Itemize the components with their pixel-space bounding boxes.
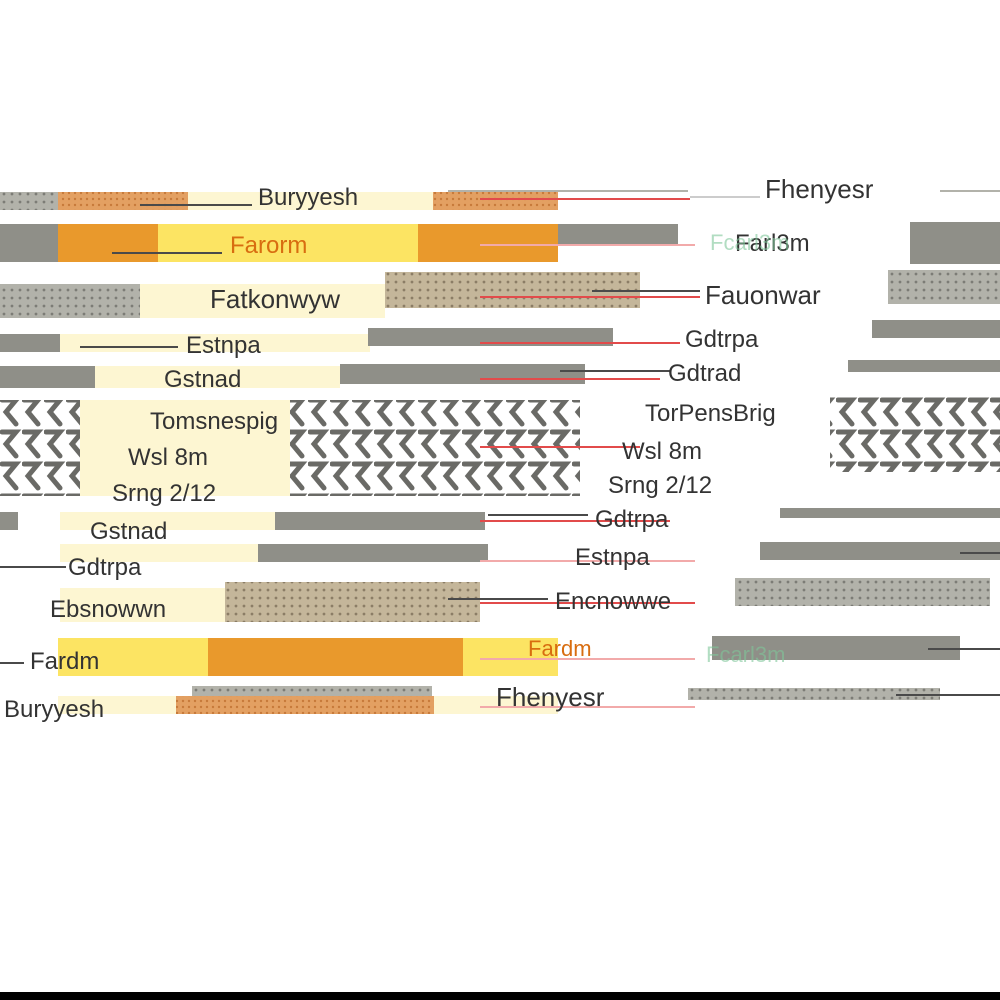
right-highlight-row-12: Fcarl3m (706, 642, 786, 667)
connector-line (480, 520, 670, 522)
connector-line (560, 370, 670, 372)
right-label-row-11: Encnowwe (555, 588, 672, 615)
connector-line (480, 244, 695, 246)
connector-line (488, 514, 588, 516)
connector-line (0, 566, 66, 568)
right-label-row-13: Fhenyesr (496, 682, 605, 712)
left-label-row-10: Gdtrpa (68, 554, 142, 581)
right-label-row-5: Gdtrad (668, 360, 742, 387)
left-label-row-6: Tomsnespig (150, 408, 279, 435)
strip-row-3 (0, 270, 1000, 318)
connector-line (928, 648, 1000, 650)
connector-line (448, 598, 548, 600)
connector-line (480, 560, 695, 562)
right-label-row-7: Wsl 8m (622, 438, 702, 465)
right-label-row-2: Farl3m (735, 230, 810, 257)
strip-row-11 (60, 578, 990, 622)
right-highlight-row-2: Fcarl3m (710, 230, 790, 255)
left-label-row-3: Fatkonwyw (210, 284, 341, 314)
connector-line (480, 658, 695, 660)
connector-line (960, 552, 1000, 554)
connector-line (480, 378, 660, 380)
left-label-row-8: Srng 2/12 (112, 480, 217, 507)
strip-row-10 (60, 542, 1000, 562)
connector-line (480, 446, 640, 448)
strip-row-2 (0, 222, 1000, 264)
right-label-row-10: Estnpa (575, 544, 650, 571)
left-label-row-12: Fardm (30, 648, 100, 675)
left-label-row-9: Gstnad (90, 518, 168, 545)
connector-line (896, 694, 1000, 696)
right-label-row-1: Fhenyesr (765, 174, 874, 204)
right-label-row-9: Gdtrpa (595, 506, 669, 533)
connector-line (480, 706, 695, 708)
connector-line (80, 346, 178, 348)
left-label-row-1: Buryyesh (258, 184, 359, 211)
left-label-row-5: Gstnad (164, 366, 242, 393)
strip-row-13 (58, 686, 940, 714)
connector-line (112, 252, 222, 254)
right-label-row-4: Gdtrpa (685, 326, 759, 353)
strip-row-12 (58, 636, 960, 676)
connector-line (592, 290, 700, 292)
strip-row-9 (0, 508, 1000, 530)
strip-zigzag (0, 396, 1000, 496)
left-label-row-7: Wsl 8m (128, 444, 208, 471)
connector-line (480, 296, 700, 298)
connector-line (480, 602, 695, 604)
strip-row-5 (0, 360, 1000, 388)
right-label-row-6: TorPensBrig (645, 400, 776, 427)
bottom-bar (0, 992, 1000, 1000)
connector-line (480, 198, 690, 200)
left-label-row-11: Ebsnowwn (50, 596, 167, 623)
connector-line (140, 204, 252, 206)
right-label-row-8: Srng 2/12 (608, 472, 713, 499)
left-label-row-13: Buryyesh (4, 696, 105, 723)
connector-line (0, 662, 24, 664)
left-label-row-2: Farorm (230, 232, 308, 259)
connector-line (690, 196, 760, 198)
right-label-row-3: Fauonwar (705, 280, 821, 310)
right-label-row-12: Fardm (528, 636, 592, 661)
strip-row-4 (0, 320, 1000, 352)
connector-line (480, 342, 680, 344)
left-label-row-4: Estnpa (186, 332, 261, 359)
